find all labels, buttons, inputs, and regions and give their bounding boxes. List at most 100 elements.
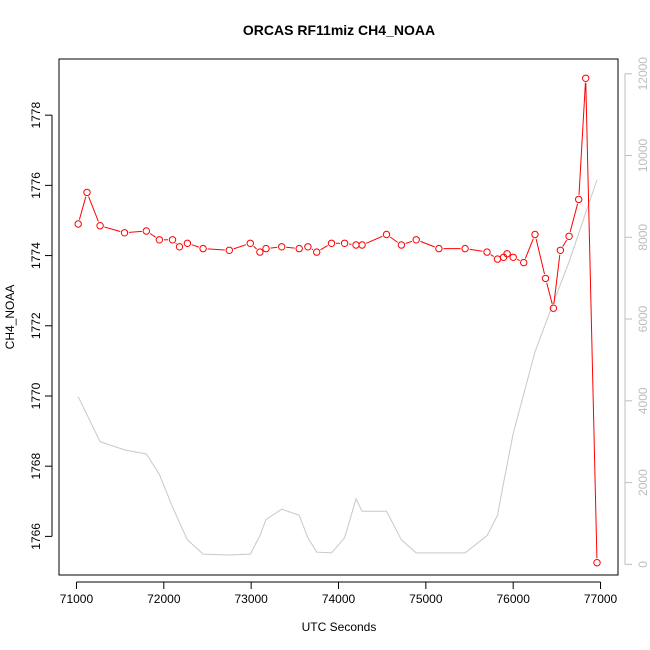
y-tick-label: 1774 bbox=[29, 242, 43, 269]
ch4-point bbox=[397, 241, 406, 249]
ch4-line-segment bbox=[562, 239, 568, 247]
ch4-point bbox=[256, 248, 264, 256]
x-axis-label: UTC Seconds bbox=[302, 620, 377, 634]
ch4-point bbox=[142, 227, 151, 235]
y2-tick-label: 0 bbox=[636, 561, 650, 568]
ch4-line-segment bbox=[191, 244, 200, 248]
ch4-point bbox=[278, 243, 286, 251]
ch4-line-segment bbox=[88, 196, 99, 222]
ch4-line-segment bbox=[233, 244, 247, 250]
y2-tick-label: 12000 bbox=[636, 57, 650, 91]
y-axis-right: 0 2000 4000 6000 8000 10000 12000 bbox=[624, 57, 650, 568]
ch4-line-segment bbox=[389, 236, 398, 243]
ch4-line-segment bbox=[286, 246, 295, 249]
ch4-point bbox=[327, 239, 336, 248]
ch4-line-segment bbox=[320, 245, 328, 251]
ch4-line-segment bbox=[420, 240, 435, 248]
ch4-line-segment bbox=[524, 238, 534, 259]
ch4-line-segment bbox=[535, 238, 545, 275]
y2-tick-label: 10000 bbox=[636, 138, 650, 172]
ch4-line-segment bbox=[585, 82, 598, 559]
ch4-line-segment bbox=[253, 245, 257, 250]
y-axis-label: CH4_NOAA bbox=[3, 285, 17, 350]
y2-tick-label: 6000 bbox=[636, 305, 650, 332]
ch4-point bbox=[520, 258, 528, 267]
ch4-point bbox=[175, 243, 184, 251]
ch4-point bbox=[509, 253, 517, 261]
ch4-point bbox=[246, 239, 255, 248]
ch4-line-segment bbox=[516, 258, 520, 262]
y2-tick-label: 8000 bbox=[636, 224, 650, 251]
ch4-line-segment bbox=[490, 254, 494, 258]
ch4-point bbox=[262, 244, 270, 253]
ch4-point bbox=[340, 239, 349, 248]
ch4-line-segment bbox=[569, 203, 579, 233]
x-tick-label: 77000 bbox=[584, 592, 618, 606]
ch4-line-segment bbox=[311, 248, 314, 251]
x-tick-label: 71000 bbox=[60, 592, 94, 606]
ch4-point bbox=[461, 244, 469, 253]
x-axis: 71000 72000 73000 74000 75000 76000 77000 bbox=[60, 581, 618, 606]
y-tick-label: 1776 bbox=[29, 172, 43, 199]
y-tick-label: 1770 bbox=[29, 382, 43, 409]
ch4-point bbox=[556, 246, 565, 255]
y-tick-label: 1778 bbox=[29, 102, 43, 129]
x-tick-label: 76000 bbox=[497, 592, 531, 606]
ch4-line-segment bbox=[469, 248, 483, 252]
x-tick-label: 75000 bbox=[409, 592, 443, 606]
ch4-line-segment bbox=[175, 242, 177, 244]
ch4-point bbox=[541, 274, 550, 283]
ch4-point bbox=[499, 253, 508, 261]
chart-title: ORCAS RF11miz CH4_NOAA bbox=[243, 22, 435, 38]
ch4-line-segment bbox=[553, 254, 561, 304]
ch4-point bbox=[575, 195, 583, 204]
x-tick-label: 72000 bbox=[147, 592, 181, 606]
y2-tick-label: 4000 bbox=[636, 387, 650, 414]
ch4-point bbox=[358, 241, 366, 249]
ch4-point bbox=[435, 244, 443, 253]
ch4-point bbox=[313, 248, 321, 256]
ch4-point bbox=[352, 241, 360, 249]
altitude-line bbox=[77, 179, 598, 556]
ch4-point bbox=[549, 304, 558, 312]
ch4-line-segment bbox=[405, 240, 413, 244]
y-tick-label: 1768 bbox=[29, 453, 43, 480]
y-tick-label: 1766 bbox=[29, 523, 43, 550]
ch4-point bbox=[304, 243, 312, 251]
ch4-line-segment bbox=[104, 226, 121, 232]
ch4-point bbox=[483, 248, 491, 256]
ch4-point bbox=[83, 188, 91, 197]
ch4-point bbox=[531, 230, 539, 239]
ch4-point bbox=[155, 236, 164, 244]
ch4-point bbox=[295, 244, 303, 253]
ch4-point bbox=[565, 232, 573, 241]
ch4-line-segment bbox=[128, 230, 142, 233]
ch4-line-segment bbox=[366, 235, 383, 244]
ch4-line-segment bbox=[78, 196, 87, 220]
ch4-point bbox=[225, 246, 234, 255]
y-tick-label: 1772 bbox=[29, 312, 43, 339]
x-tick-label: 73000 bbox=[234, 592, 268, 606]
x-tick-label: 74000 bbox=[322, 592, 356, 606]
ch4-line-segment bbox=[578, 82, 586, 195]
y-axis-left: 1766 1768 1770 1772 1774 1776 1778 bbox=[29, 102, 53, 550]
ch4-point bbox=[168, 236, 177, 244]
ch4-line-segment bbox=[546, 282, 553, 305]
ch4-point bbox=[382, 230, 391, 239]
plot-area-border bbox=[58, 58, 619, 576]
ch4-point bbox=[120, 229, 129, 237]
ch4-point bbox=[183, 239, 192, 248]
ch4-series bbox=[74, 74, 601, 567]
ch4-line-segment bbox=[270, 246, 278, 249]
ch4-point bbox=[412, 236, 420, 244]
ch4-point bbox=[199, 244, 207, 253]
y2-tick-label: 2000 bbox=[636, 469, 650, 496]
ch4-point bbox=[96, 222, 104, 230]
ch4-point bbox=[503, 250, 511, 258]
ch4-point bbox=[493, 255, 502, 263]
ch4-line-segment bbox=[149, 233, 156, 238]
altitude-series bbox=[77, 179, 598, 556]
ch4-point bbox=[582, 74, 590, 83]
ch4-line-segment bbox=[207, 248, 225, 251]
